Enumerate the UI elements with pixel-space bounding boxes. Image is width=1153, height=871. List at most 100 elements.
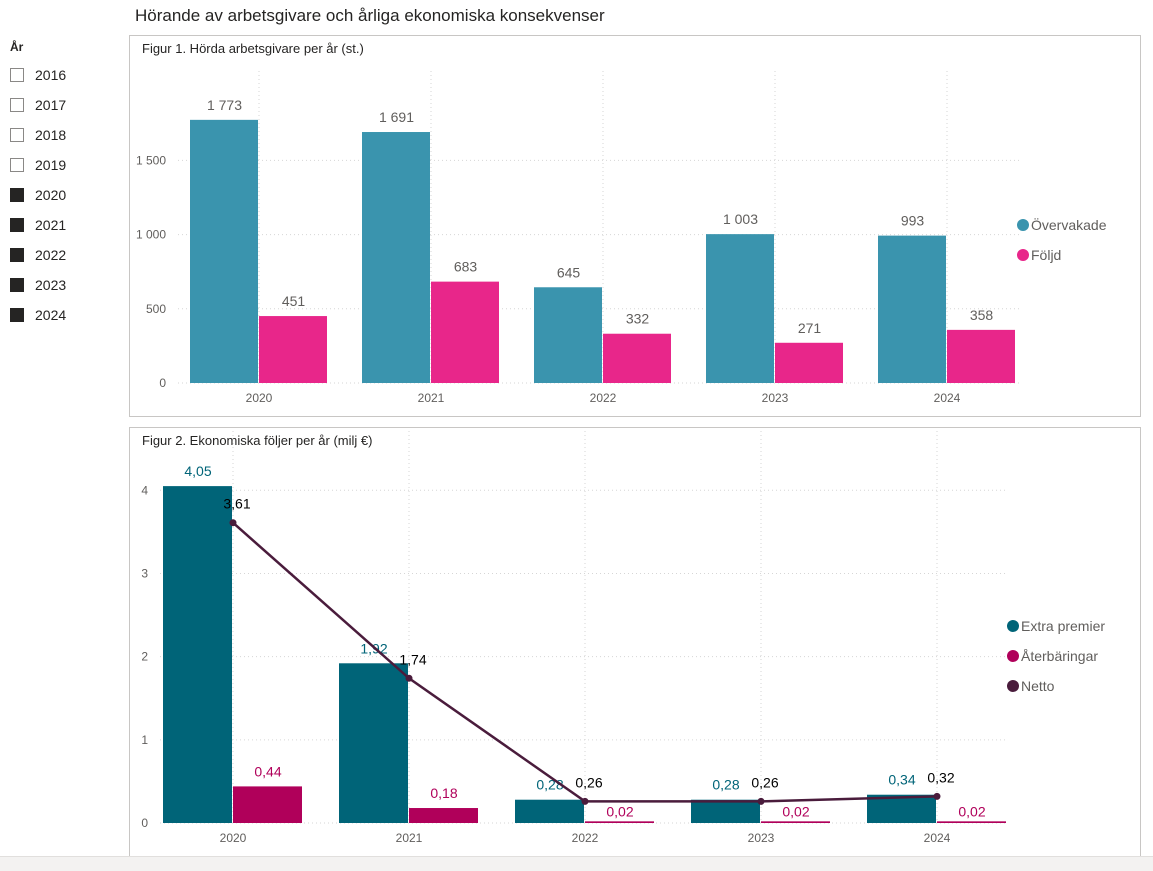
checkbox[interactable] [10, 98, 24, 112]
data-label: 0,44 [254, 763, 281, 779]
bar-övervakade [534, 287, 602, 383]
slicer-item-2022[interactable]: 2022 [10, 240, 120, 270]
slicer-item-2019[interactable]: 2019 [10, 150, 120, 180]
checkbox[interactable] [10, 248, 24, 262]
data-label: 0,28 [712, 777, 739, 793]
bar-övervakade [706, 234, 774, 383]
checkbox[interactable] [10, 68, 24, 82]
slicer-item-label: 2018 [35, 127, 67, 143]
checkbox[interactable] [10, 188, 24, 202]
bar-följd [431, 281, 499, 383]
slicer-item-2018[interactable]: 2018 [10, 120, 120, 150]
checkbox[interactable] [10, 218, 24, 232]
data-label: 0,34 [888, 772, 915, 788]
y-tick-label: 1 [141, 733, 148, 747]
checkbox[interactable] [10, 128, 24, 142]
y-tick-label: 3 [141, 566, 148, 580]
slicer-item-2023[interactable]: 2023 [10, 270, 120, 300]
slicer-item-2017[interactable]: 2017 [10, 90, 120, 120]
x-tick-label: 2024 [924, 831, 951, 845]
legend-marker-övervakade [1017, 219, 1029, 231]
netto-point [933, 792, 941, 800]
x-tick-label: 2021 [396, 831, 423, 845]
slicer-item-label: 2020 [35, 187, 67, 203]
data-label: 271 [798, 320, 822, 336]
data-label: 0,02 [782, 803, 809, 819]
legend-marker-netto [1007, 680, 1019, 692]
bar-följd [947, 329, 1015, 383]
bar-extra-premier [339, 663, 408, 823]
x-tick-label: 2024 [934, 391, 961, 405]
checkbox[interactable] [10, 278, 24, 292]
data-label: 0,26 [575, 774, 602, 790]
data-label: 645 [557, 264, 581, 280]
data-label: 0,26 [751, 774, 778, 790]
figure-2-title: Figur 2. Ekonomiska följer per år (milj … [142, 433, 373, 448]
slicer-item-2024[interactable]: 2024 [10, 300, 120, 330]
bar-övervakade [362, 132, 430, 383]
year-slicer: År 2016 2017 2018 2019 2020 2021 2022 2023 2024 [10, 40, 120, 330]
data-label: 4,05 [184, 463, 211, 479]
bar-extra-premier [867, 794, 936, 823]
slicer-item-label: 2024 [35, 307, 67, 323]
x-tick-label: 2022 [590, 391, 617, 405]
bar-återbäringar [761, 821, 830, 823]
checkbox[interactable] [10, 158, 24, 172]
figure-1-panel: Figur 1. Hörda arbetsgivare per år (st.)… [129, 35, 1141, 417]
bar-extra-premier [691, 799, 760, 823]
legend-label: Netto [1021, 678, 1055, 694]
bar-övervakade [878, 235, 946, 383]
slicer-item-2020[interactable]: 2020 [10, 180, 120, 210]
bar-övervakade [190, 119, 258, 383]
slicer-item-label: 2016 [35, 67, 67, 83]
y-tick-label: 2 [141, 650, 148, 664]
bar-återbäringar [937, 821, 1006, 823]
data-label: 358 [970, 307, 994, 323]
bar-återbäringar [233, 786, 302, 823]
slicer-title: År [10, 40, 24, 54]
y-tick-label: 0 [141, 816, 148, 830]
netto-point [581, 797, 589, 805]
data-label: 451 [282, 293, 306, 309]
legend-label: Extra premier [1021, 618, 1105, 634]
data-label: 1 691 [379, 109, 414, 125]
netto-point [405, 674, 413, 682]
data-label: 0,02 [958, 803, 985, 819]
checkbox[interactable] [10, 308, 24, 322]
page-title: Hörande av arbetsgivare och årliga ekono… [135, 6, 605, 25]
legend-marker-extra-premier [1007, 620, 1019, 632]
data-label: 0,02 [606, 803, 633, 819]
figure-2-panel: Figur 2. Ekonomiska följer per år (milj … [129, 427, 1141, 857]
bar-extra-premier [163, 486, 232, 823]
slicer-item-label: 2019 [35, 157, 67, 173]
legend-marker-återbäringar [1007, 650, 1019, 662]
figure-1-title: Figur 1. Hörda arbetsgivare per år (st.) [142, 41, 364, 56]
x-tick-label: 2023 [762, 391, 789, 405]
bar-följd [603, 333, 671, 383]
data-label: 0,32 [927, 769, 954, 785]
slicer-item-2021[interactable]: 2021 [10, 210, 120, 240]
legend-label: Övervakade [1031, 216, 1107, 233]
bar-extra-premier [515, 799, 584, 823]
y-tick-label: 4 [141, 483, 148, 497]
legend-label: Återbäringar [1021, 648, 1098, 664]
y-tick-label: 1 000 [136, 228, 166, 242]
data-label: 683 [454, 259, 478, 275]
data-label: 993 [901, 213, 925, 229]
data-label: 3,61 [223, 496, 250, 512]
data-label: 0,18 [430, 785, 457, 801]
slicer-item-label: 2021 [35, 217, 67, 233]
y-tick-label: 0 [159, 376, 166, 390]
data-label: 1 773 [207, 97, 242, 113]
data-label: 1,74 [399, 651, 426, 667]
legend-marker-följd [1017, 249, 1029, 261]
x-tick-label: 2020 [220, 831, 247, 845]
data-label: 1 003 [723, 211, 758, 227]
y-tick-label: 500 [146, 302, 166, 316]
footer-bar [0, 856, 1153, 871]
slicer-item-label: 2023 [35, 277, 67, 293]
bar-återbäringar [585, 821, 654, 823]
bar-följd [259, 316, 327, 383]
slicer-item-2016[interactable]: 2016 [10, 60, 120, 90]
